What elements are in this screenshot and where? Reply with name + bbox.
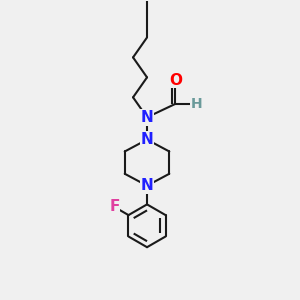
- Text: O: O: [169, 73, 182, 88]
- Text: N: N: [141, 110, 153, 125]
- Text: N: N: [141, 178, 153, 193]
- Text: F: F: [109, 200, 119, 214]
- Text: H: H: [190, 97, 202, 111]
- Text: N: N: [141, 132, 153, 147]
